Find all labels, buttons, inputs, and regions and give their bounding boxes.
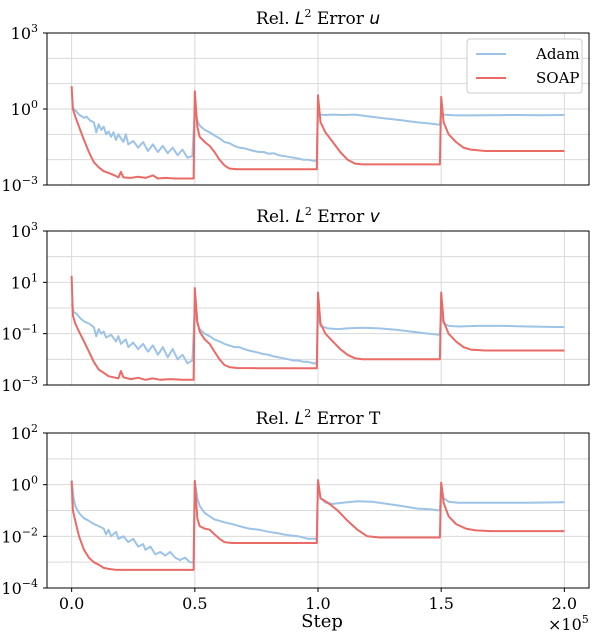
x-tick-label: 2.0: [552, 594, 577, 613]
y-tick-label: 103: [11, 220, 38, 241]
panel-1: 103 100 10−3 Rel. L2 Error u: [1, 7, 590, 195]
y-tick-label: 10−3: [1, 374, 38, 395]
y-tick-label: 100: [11, 98, 38, 119]
y-tick-label: 102: [11, 422, 38, 443]
series-line-adam-panel-2: [70, 303, 565, 365]
y-tick-label: 103: [11, 22, 38, 43]
panel-title: Rel. L2 Error v: [256, 205, 380, 227]
series-line-soap-panel-1: [70, 86, 565, 180]
x-axis-label: Step: [301, 611, 343, 632]
panel-title: Rel. L2 Error T: [256, 407, 381, 429]
x-tick-label: 0.0: [59, 594, 84, 613]
series-line-adam-panel-1: [71, 108, 565, 162]
legend-label-adam: Adam: [535, 45, 580, 63]
legend: Adam SOAP: [466, 38, 583, 94]
series-line-soap-panel-2: [70, 275, 565, 381]
y-tick-label: 101: [11, 271, 38, 292]
panel-3: 102 100 10−2 10−4 Rel. L2 Error T 0.0 0.5 1.0 1.…: [1, 407, 590, 634]
x-axis-multiplier: ×105: [548, 613, 589, 634]
y-tick-label: 10−4: [1, 577, 38, 598]
series-line-soap-panel-3: [70, 479, 565, 571]
legend-box: [466, 38, 583, 94]
y-tick-label: 10−1: [1, 323, 38, 344]
y-tick-label: 100: [11, 474, 38, 495]
panel-title: Rel. L2 Error u: [256, 7, 380, 29]
panel-2: 103 101 10−1 10−3 Rel. L2 Error v: [1, 205, 590, 395]
series-line-adam-panel-3: [70, 479, 565, 564]
x-tick-label: 1.0: [305, 594, 330, 613]
legend-label-soap: SOAP: [536, 69, 580, 87]
y-tick-label: 10−3: [1, 174, 38, 195]
plot-frame: [46, 230, 590, 386]
x-tick-label: 1.5: [428, 594, 453, 613]
y-tick-label: 10−2: [1, 525, 38, 546]
x-tick-label: 0.5: [182, 594, 207, 613]
